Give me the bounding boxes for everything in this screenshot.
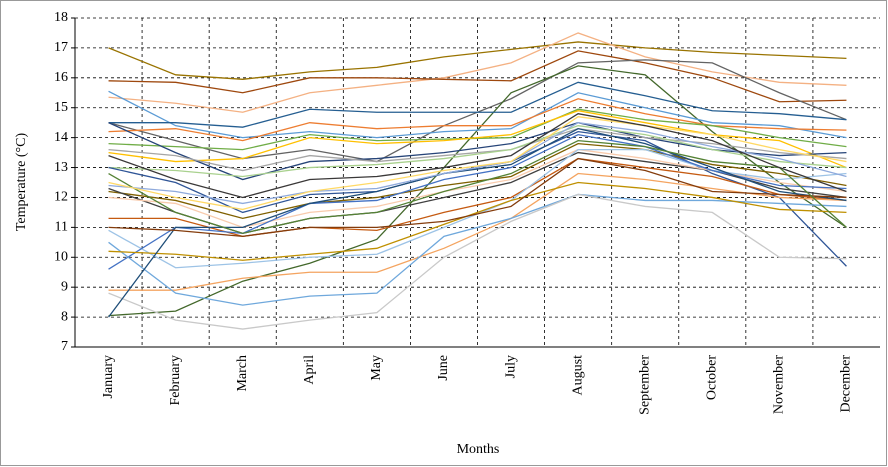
series-line — [108, 116, 847, 211]
series-line — [108, 122, 847, 205]
y-tick-label: 10 — [54, 249, 68, 264]
y-tick-label: 18 — [54, 10, 68, 25]
x-tick-label: November — [772, 355, 787, 414]
series-line — [108, 32, 847, 113]
series-line — [108, 81, 847, 128]
y-tick-label: 13 — [54, 160, 68, 175]
series-line — [108, 142, 847, 220]
series-line — [108, 90, 847, 139]
series-line — [108, 108, 847, 151]
series-line — [108, 41, 847, 80]
y-tick-label: 8 — [61, 309, 68, 324]
x-tick-label: March — [235, 355, 250, 392]
x-tick-label: February — [168, 355, 183, 406]
y-tick-label: 12 — [54, 190, 68, 205]
series-line — [108, 50, 847, 103]
y-tick-label: 17 — [54, 40, 68, 55]
x-tick-label: September — [637, 355, 652, 415]
x-tick-label: May — [369, 355, 384, 381]
series-line — [108, 157, 847, 237]
y-axis-title: Temperature (°C) — [14, 133, 29, 232]
series-line — [108, 157, 847, 237]
x-tick-label: December — [839, 355, 854, 413]
x-tick-label: April — [302, 355, 317, 385]
series-line — [108, 172, 847, 291]
y-tick-label: 11 — [55, 220, 68, 235]
series-line — [108, 113, 847, 199]
x-tick-label: October — [705, 355, 720, 400]
series-line — [108, 127, 847, 318]
series-line — [108, 193, 847, 306]
y-tick-label: 9 — [61, 279, 68, 294]
x-tick-label: June — [436, 355, 451, 381]
series-line — [108, 139, 847, 235]
series-line — [108, 133, 847, 270]
series-line — [108, 98, 847, 142]
x-axis-title: Months — [457, 442, 500, 457]
series-line — [108, 125, 847, 178]
y-tick-label: 15 — [54, 100, 68, 115]
series-line — [108, 110, 847, 169]
series-line — [108, 193, 847, 330]
y-tick-label: 16 — [54, 70, 68, 85]
y-tick-label: 14 — [54, 130, 68, 145]
x-tick-label: July — [503, 355, 518, 378]
x-tick-label: January — [101, 355, 116, 399]
y-tick-label: 7 — [61, 339, 68, 354]
x-tick-label: August — [570, 355, 585, 396]
series-line — [108, 181, 847, 261]
